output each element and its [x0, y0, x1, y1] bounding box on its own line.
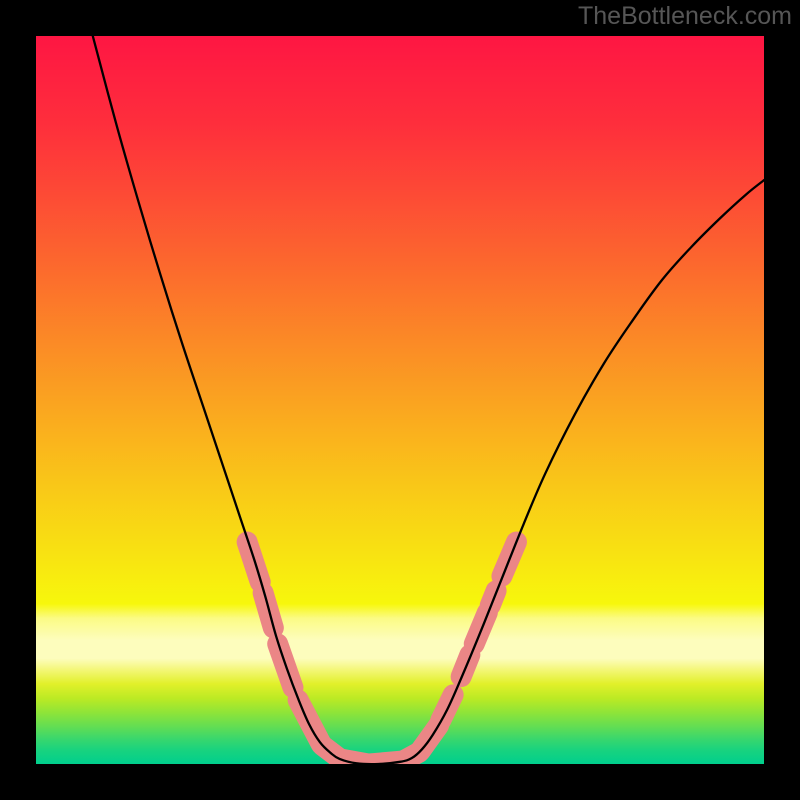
watermark-text: TheBottleneck.com: [578, 2, 792, 31]
plot-area: [36, 36, 764, 764]
curve-layer: [36, 36, 764, 764]
bottleneck-curve: [93, 36, 764, 764]
chart-container: TheBottleneck.com: [0, 0, 800, 800]
